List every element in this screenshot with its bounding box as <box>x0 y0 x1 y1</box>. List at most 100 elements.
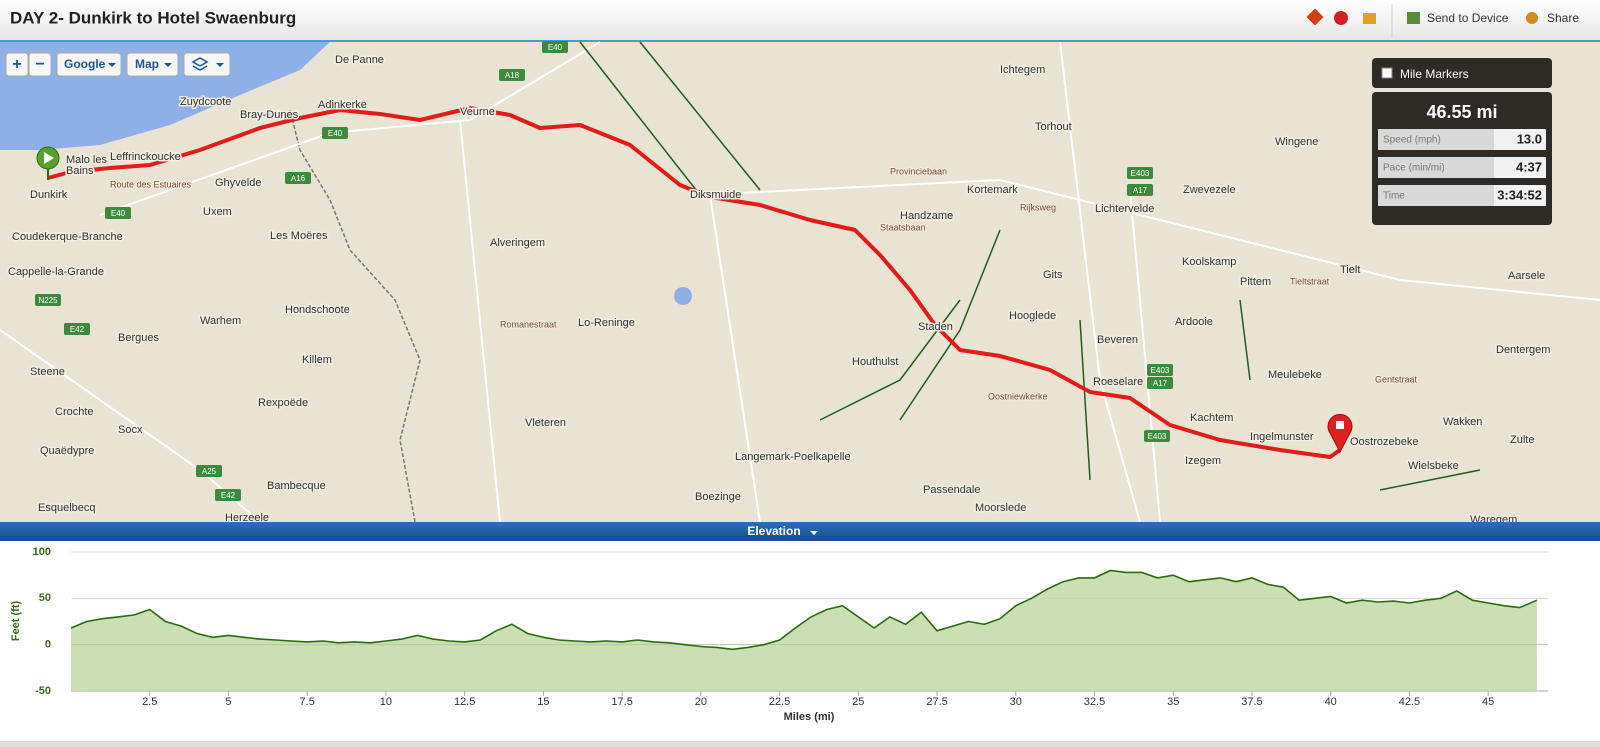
distance: 46.55 mi <box>1426 102 1497 122</box>
map[interactable]: De Panne Bray-Dunes Zuydcoote Adinkerke Veur… <box>0 41 1600 527</box>
stat-label: Speed (mph) <box>1383 135 1441 146</box>
place-label: Houthulst <box>852 356 898 368</box>
delete-icon[interactable] <box>1334 11 1348 25</box>
map-controls: + − Google Map <box>5 52 231 77</box>
place-label: Gits <box>1043 269 1063 281</box>
place-label: Beveren <box>1097 334 1138 346</box>
view-label: Map <box>135 57 159 71</box>
place-label: Langemark-Poelkapelle <box>735 451 851 463</box>
place-label: Aarsele <box>1508 270 1545 282</box>
lock-icon[interactable] <box>1363 13 1376 24</box>
y-tick-label: 100 <box>33 546 51 558</box>
place-label: Zulte <box>1510 434 1534 446</box>
road-label: A17 <box>1133 186 1148 195</box>
road-shield <box>499 69 525 81</box>
place-label: Koolskamp <box>1182 256 1236 268</box>
y-tick-label: -50 <box>35 685 51 697</box>
road-shield <box>1127 184 1153 196</box>
place-label: Handzame <box>900 210 953 222</box>
end-marker[interactable] <box>1327 413 1353 454</box>
place-label: Ghyvelde <box>215 177 261 189</box>
road-label: E403 <box>1148 432 1167 441</box>
place-label: Ingelmunster <box>1250 431 1314 443</box>
road-shield <box>322 127 348 139</box>
lake <box>674 287 692 305</box>
place-label: Roeselare <box>1093 376 1143 388</box>
place-label: Tielt <box>1340 264 1360 276</box>
street-label: Route des Estuaires <box>110 179 192 189</box>
place-label: Adinkerke <box>318 99 367 111</box>
x-tick-label: 15 <box>537 696 549 708</box>
place-label: Zuydcoote <box>180 96 231 108</box>
x-tick-label: 27.5 <box>926 696 947 708</box>
dropdown-arrow <box>216 63 224 67</box>
street-label: Oostniewkerke <box>988 391 1048 401</box>
road-label: A18 <box>505 71 520 80</box>
place-label: Staden <box>918 321 953 333</box>
stat-value: 13.0 <box>1517 131 1542 146</box>
elevation-tab[interactable] <box>0 522 1600 541</box>
x-tick-label: 40 <box>1325 696 1337 708</box>
stat-label-bg <box>1378 185 1494 206</box>
mile-markers-box <box>1372 58 1552 88</box>
road-shield <box>64 323 90 335</box>
x-tick-label: 5 <box>225 696 231 708</box>
dropdown-arrow <box>108 63 116 67</box>
place-label: Uxem <box>203 206 232 218</box>
place-label: Leffrinckoucke <box>110 151 181 163</box>
place-label: Ardooie <box>1175 316 1213 328</box>
road-shield <box>196 465 222 477</box>
mile-markers-label: Mile Markers <box>1400 67 1469 81</box>
road-label: E403 <box>1131 169 1150 178</box>
place-label: Alveringem <box>490 237 545 249</box>
road-shield <box>1147 377 1173 389</box>
x-tick-label: 25 <box>852 696 864 708</box>
x-tick-label: 45 <box>1482 696 1494 708</box>
place-label: Torhout <box>1035 121 1072 133</box>
place-label: Hooglede <box>1009 310 1056 322</box>
zoom-in-button[interactable] <box>5 52 29 77</box>
place-label: Pittem <box>1240 276 1271 288</box>
share[interactable]: Share <box>1547 11 1579 25</box>
zoom-out-button[interactable] <box>28 52 52 77</box>
place-label: Lo-Reninge <box>578 317 635 329</box>
mile-markers-checkbox[interactable] <box>1381 67 1393 79</box>
place-label: Bray-Dunes <box>240 109 299 121</box>
view-button[interactable] <box>126 52 179 77</box>
place-label: Wielsbeke <box>1408 460 1459 472</box>
place-label: Dentergem <box>1496 344 1550 356</box>
elevation-chart: -50 0 50 100 2.5 5 7.5 10 12.5 15 17.5 20 22.5 25 27.5… <box>10 546 1548 723</box>
place-label: De Panne <box>335 54 384 66</box>
place-label: Kachtem <box>1190 412 1233 424</box>
road-label: A16 <box>291 174 306 183</box>
device-icon[interactable] <box>1407 12 1420 24</box>
street-label: Rijksweg <box>1020 202 1056 212</box>
cycle-paths <box>579 41 1481 491</box>
place-label: Kortemark <box>967 184 1018 196</box>
road-label: E40 <box>111 209 126 218</box>
end-icon <box>1336 421 1344 429</box>
place-label: Esquelbecq <box>38 502 96 514</box>
y-tick-label: 0 <box>45 639 51 651</box>
x-tick-label: 42.5 <box>1399 696 1420 708</box>
street-label: Tieltstraat <box>1290 276 1330 286</box>
place-label: Lichtervelde <box>1095 203 1154 215</box>
send-to-device[interactable]: Send to Device <box>1427 11 1509 25</box>
provider-button[interactable] <box>56 52 122 77</box>
place-label: Passendale <box>923 484 981 496</box>
zoom-in-label: + <box>12 56 21 73</box>
x-tick-label: 35 <box>1167 696 1179 708</box>
x-tick-label: 32.5 <box>1084 696 1105 708</box>
share-icon[interactable] <box>1526 12 1538 24</box>
road-shield <box>105 207 131 219</box>
place-label: Cappelle-la-Grande <box>8 266 104 278</box>
roads <box>0 41 1600 523</box>
stats-panel: Mile Markers 46.55 mi Speed (mph) 13.0 Pac… <box>1372 58 1552 225</box>
street-label: Gentstraat <box>1375 374 1418 384</box>
road-label: E42 <box>70 325 85 334</box>
elevation-tab-label: Elevation <box>747 524 800 538</box>
layers-button[interactable] <box>183 52 231 77</box>
place-label: Moorslede <box>975 502 1026 514</box>
x-tick-label: 30 <box>1010 696 1022 708</box>
